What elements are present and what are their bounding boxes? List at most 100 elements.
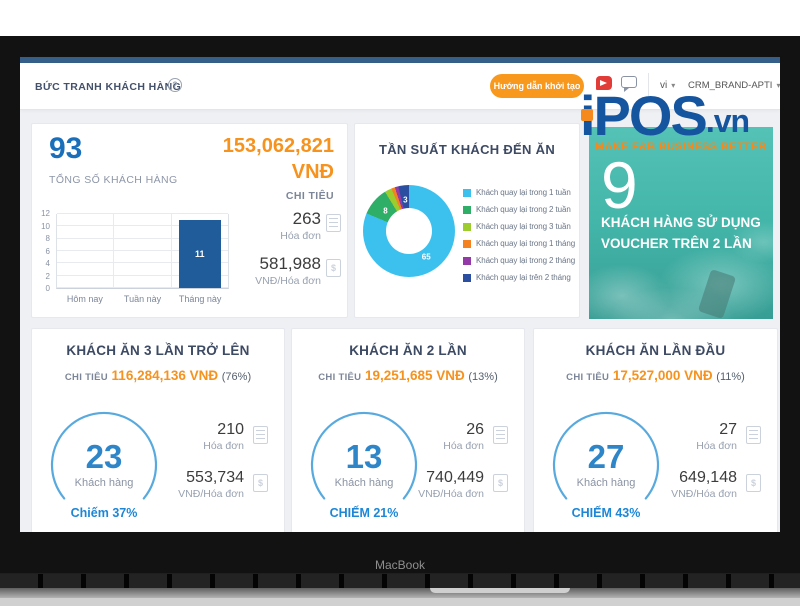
chevron-down-icon: ▾: [671, 81, 676, 90]
header-divider: [648, 73, 649, 101]
segment-invoices-label: Hóa đơn: [696, 440, 737, 452]
invoice-money-icon: [746, 474, 761, 492]
banner-number: 9: [601, 148, 638, 222]
laptop-base: [0, 588, 800, 598]
invoice-money-icon: [326, 259, 341, 277]
promo-banner: MAKE F&B BUSINESS BETTER 9 KHÁCH HÀNG SỬ…: [589, 127, 773, 319]
segment-avg-value: 740,449: [426, 469, 484, 486]
segment-customers-label: Khách hàng: [576, 477, 636, 489]
segment-invoices-label: Hóa đơn: [203, 440, 244, 452]
invoices-value: 263: [292, 209, 321, 228]
spend-currency: VNĐ: [291, 161, 334, 183]
trackpad-notch: [430, 588, 570, 593]
avg-value: 581,988: [259, 254, 321, 273]
chat-icon[interactable]: [621, 76, 637, 92]
ipos-logo-suffix: .vn: [705, 103, 750, 139]
chevron-down-icon: ▾: [776, 81, 780, 90]
page-title: BỨC TRANH KHÁCH HÀNG: [35, 81, 182, 93]
total-customers-value: 93: [49, 132, 83, 165]
macbook-frame: BỨC TRANH KHÁCH HÀNG ? Hướng dẫn khởi tạ…: [0, 36, 800, 606]
segment-spend-label: CHI TIÊU: [64, 372, 108, 383]
segment-invoices-metric: 26 Hóa đơn: [443, 421, 484, 452]
customers-ring: 27 Khách hàng: [546, 405, 666, 525]
dashboard-screen: BỨC TRANH KHÁCH HÀNG ? Hướng dẫn khởi tạ…: [20, 57, 780, 532]
browser-top-bar: [20, 57, 780, 63]
segment-card-3plus: KHÁCH ĂN 3 LẦN TRỞ LÊN CHI TIÊU 116,284,…: [31, 328, 285, 532]
segment-spend-value: 116,284,136 VNĐ: [111, 368, 219, 383]
invoice-money-icon: [253, 474, 268, 492]
segment-avg-metric: 649,148 VNĐ/Hóa đơn: [671, 469, 737, 500]
macbook-label: MacBook: [374, 558, 426, 572]
guide-button[interactable]: Hướng dẫn khởi tạo: [490, 74, 584, 98]
segment-avg-metric: 740,449 VNĐ/Hóa đơn: [418, 469, 484, 500]
segment-spend-label: CHI TIÊU: [566, 372, 610, 383]
segment-spend: CHI TIÊU 17,527,000 VNĐ (11%): [534, 368, 777, 383]
bar-chart-y-axis: 0 2 4 6 8 10 12: [41, 209, 50, 293]
invoice-icon: [253, 426, 268, 444]
invoice-icon: [746, 426, 761, 444]
segment-avg-value: 649,148: [679, 469, 737, 486]
legend-item[interactable]: Khách quay lại trong 1 tháng: [463, 235, 575, 252]
frequency-legend: Khách quay lại trong 1 tuần Khách quay lạ…: [463, 184, 575, 286]
keyboard: [0, 573, 800, 588]
frequency-title: TẦN SUẤT KHÁCH ĐẾN ĂN: [378, 142, 556, 157]
invoices-label: Hóa đơn: [280, 230, 321, 242]
avg-metric: 581,988 VNĐ/Hóa đơn: [255, 254, 321, 287]
frequency-card: TẦN SUẤT KHÁCH ĐẾN ĂN 65 8 3 Khách quay lạ…: [354, 123, 580, 318]
segment-spend-percent: (13%): [468, 371, 498, 383]
segment-invoices-metric: 27 Hóa đơn: [696, 421, 737, 452]
segment-share: Chiếm 37%: [70, 506, 138, 520]
segment-spend-percent: (76%): [221, 371, 252, 383]
banner-line2: VOUCHER TRÊN 2 LẦN: [601, 236, 752, 251]
ipos-logo-dot: [581, 109, 593, 121]
segment-invoices-metric: 210 Hóa đơn: [203, 421, 244, 452]
invoice-icon: [493, 426, 508, 444]
segment-customers-value: 23: [85, 438, 123, 475]
legend-item[interactable]: Khách quay lại trong 2 tuần: [463, 201, 575, 218]
account-dropdown[interactable]: CRM_BRAND-APTI ▾: [688, 80, 780, 91]
spend-label: CHI TIÊU: [285, 190, 334, 202]
segment-title: KHÁCH ĂN LẦN ĐẦU: [585, 343, 726, 358]
customers-ring: 23 Khách hàng: [44, 405, 164, 525]
segment-customers-value: 13: [345, 438, 383, 475]
laptop-base-edge: [0, 598, 800, 606]
app-header: BỨC TRANH KHÁCH HÀNG ? Hướng dẫn khởi tạ…: [20, 63, 780, 110]
segment-invoices-value: 210: [217, 421, 244, 438]
customers-bar-chart: 0 2 4 6 8 10 12 11 Hôm nay Tuần này Tháng này: [41, 209, 229, 304]
segment-avg-label: VNĐ/Hóa đơn: [418, 488, 484, 500]
segment-share: CHIẾM 43%: [571, 506, 641, 520]
customers-ring: 13 Khách hàng: [304, 405, 424, 525]
segment-avg-label: VNĐ/Hóa đơn: [178, 488, 244, 500]
notification-icon[interactable]: [596, 76, 612, 90]
segment-invoices-value: 27: [719, 421, 737, 438]
legend-item[interactable]: Khách quay lại trong 3 tuần: [463, 218, 575, 235]
segment-card-first: KHÁCH ĂN LẦN ĐẦU CHI TIÊU 17,527,000 VNĐ…: [533, 328, 778, 532]
segment-title: KHÁCH ĂN 2 LẦN: [349, 343, 467, 358]
segment-title: KHÁCH ĂN 3 LẦN TRỞ LÊN: [66, 343, 250, 358]
account-value: CRM_BRAND-APTI: [688, 80, 773, 91]
invoice-money-icon: [493, 474, 508, 492]
invoices-metric: 263 Hóa đơn: [280, 209, 321, 242]
segment-spend: CHI TIÊU 116,284,136 VNĐ (76%): [32, 368, 284, 383]
ipos-logo-text: iPOS: [580, 84, 708, 147]
segment-spend-value: 17,527,000 VNĐ: [612, 368, 713, 383]
segment-spend-percent: (11%): [716, 371, 745, 383]
invoice-icon: [326, 214, 341, 232]
segment-spend: CHI TIÊU 19,251,685 VNĐ (13%): [292, 368, 524, 383]
segment-invoices-label: Hóa đơn: [443, 440, 484, 452]
legend-item[interactable]: Khách quay lại trong 2 tháng: [463, 252, 575, 269]
segment-customers-label: Khách hàng: [334, 477, 394, 489]
segment-share: CHIẾM 21%: [329, 506, 399, 520]
bar-chart-plot: 11: [56, 213, 229, 289]
language-dropdown[interactable]: vi ▾: [660, 80, 675, 91]
legend-item[interactable]: Khách quay lại trên 2 tháng: [463, 269, 575, 286]
language-value: vi: [660, 80, 668, 91]
segment-spend-label: CHI TIÊU: [318, 372, 362, 383]
segment-customers-value: 27: [587, 438, 625, 475]
legend-item[interactable]: Khách quay lại trong 1 tuần: [463, 184, 575, 201]
banner-phone-shape: [697, 269, 737, 319]
help-icon[interactable]: ?: [168, 78, 182, 92]
frequency-donut-chart: 65 8 3: [363, 185, 455, 277]
avg-label: VNĐ/Hóa đơn: [255, 275, 321, 287]
segment-avg-label: VNĐ/Hóa đơn: [671, 488, 737, 500]
